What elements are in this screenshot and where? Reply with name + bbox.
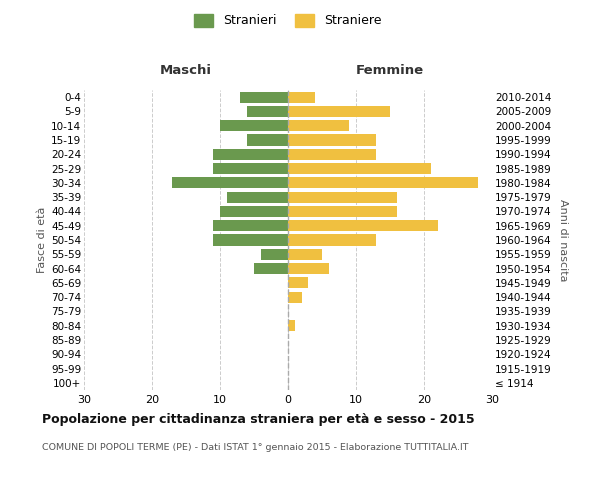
Bar [288, 220, 437, 232]
Bar [241, 92, 288, 102]
Bar [288, 263, 329, 274]
Bar [213, 234, 288, 246]
Bar [288, 192, 397, 202]
Y-axis label: Anni di nascita: Anni di nascita [559, 198, 568, 281]
Bar [288, 178, 478, 188]
Bar [288, 134, 376, 145]
Text: COMUNE DI POPOLI TERME (PE) - Dati ISTAT 1° gennaio 2015 - Elaborazione TUTTITAL: COMUNE DI POPOLI TERME (PE) - Dati ISTAT… [42, 442, 469, 452]
Legend: Stranieri, Straniere: Stranieri, Straniere [190, 8, 386, 32]
Text: Popolazione per cittadinanza straniera per età e sesso - 2015: Popolazione per cittadinanza straniera p… [42, 412, 475, 426]
Bar [254, 263, 288, 274]
Text: Femmine: Femmine [356, 64, 424, 78]
Bar [213, 163, 288, 174]
Bar [288, 106, 390, 117]
Bar [213, 148, 288, 160]
Bar [227, 192, 288, 202]
Bar [288, 163, 431, 174]
Text: Maschi: Maschi [160, 64, 212, 78]
Bar [288, 148, 376, 160]
Bar [288, 92, 315, 102]
Bar [247, 134, 288, 145]
Bar [288, 278, 308, 288]
Bar [220, 206, 288, 217]
Bar [288, 248, 322, 260]
Y-axis label: Fasce di età: Fasce di età [37, 207, 47, 273]
Bar [261, 248, 288, 260]
Bar [288, 320, 295, 332]
Bar [220, 120, 288, 132]
Bar [213, 220, 288, 232]
Bar [288, 292, 302, 302]
Bar [172, 178, 288, 188]
Bar [288, 206, 397, 217]
Bar [247, 106, 288, 117]
Bar [288, 120, 349, 132]
Bar [288, 234, 376, 246]
